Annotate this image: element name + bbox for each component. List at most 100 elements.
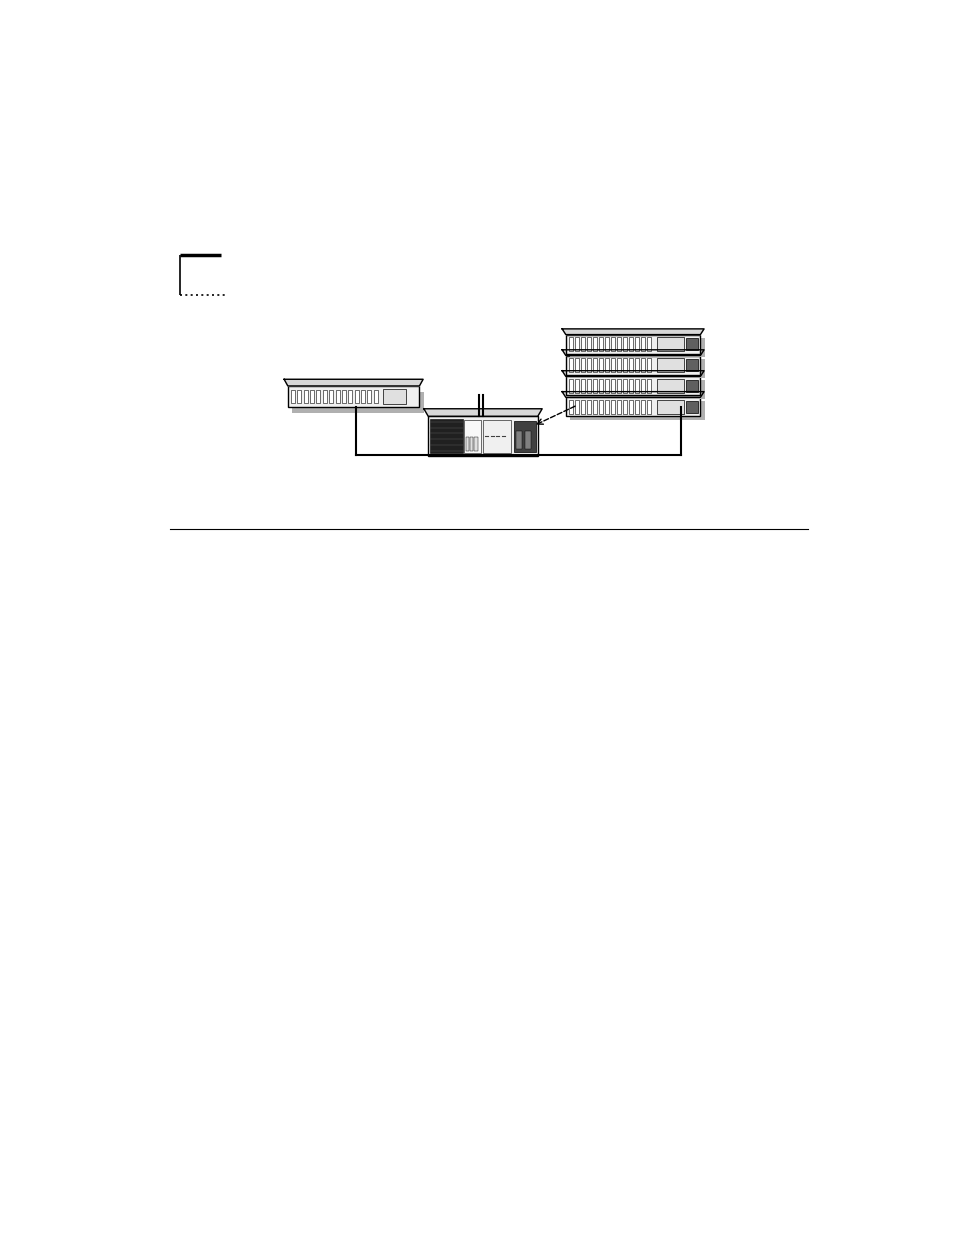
Bar (635, 400, 639, 414)
Bar (629, 400, 633, 414)
Bar (310, 390, 314, 403)
Bar (611, 400, 615, 414)
Bar (482, 420, 511, 452)
Bar (629, 337, 633, 351)
Bar (657, 337, 683, 351)
Bar (575, 358, 578, 372)
Bar (617, 379, 620, 393)
Bar (580, 379, 584, 393)
Bar (465, 437, 468, 451)
Bar (622, 400, 626, 414)
Bar (464, 420, 480, 452)
Bar (568, 358, 572, 372)
Bar (570, 401, 704, 420)
Bar (568, 400, 572, 414)
Bar (524, 431, 531, 448)
Bar (580, 400, 584, 414)
Bar (292, 391, 423, 412)
Polygon shape (561, 329, 703, 335)
Bar (474, 437, 477, 451)
Bar (598, 379, 602, 393)
Bar (575, 337, 578, 351)
Bar (575, 379, 578, 393)
Bar (598, 358, 602, 372)
Bar (565, 377, 700, 395)
Bar (586, 337, 590, 351)
Bar (635, 358, 639, 372)
Bar (593, 400, 597, 414)
Bar (580, 337, 584, 351)
Bar (647, 400, 651, 414)
Bar (429, 419, 462, 453)
Bar (640, 358, 644, 372)
Bar (617, 337, 620, 351)
Bar (598, 337, 602, 351)
Bar (685, 380, 697, 391)
Bar (640, 379, 644, 393)
Bar (622, 337, 626, 351)
Bar (513, 421, 535, 452)
Bar (428, 416, 537, 456)
Bar (657, 358, 683, 372)
Polygon shape (561, 370, 703, 377)
Bar (657, 379, 683, 393)
Bar (647, 337, 651, 351)
Bar (622, 358, 626, 372)
Bar (611, 337, 615, 351)
Polygon shape (423, 409, 541, 416)
Bar (288, 385, 419, 406)
Bar (604, 379, 608, 393)
Bar (617, 400, 620, 414)
Bar (355, 390, 358, 403)
Bar (640, 400, 644, 414)
Bar (580, 358, 584, 372)
Bar (685, 338, 697, 350)
Bar (617, 358, 620, 372)
Bar (516, 431, 522, 448)
Bar (593, 358, 597, 372)
Bar (629, 379, 633, 393)
Bar (598, 400, 602, 414)
Bar (635, 337, 639, 351)
Bar (586, 379, 590, 393)
Bar (570, 380, 704, 399)
Bar (604, 337, 608, 351)
Bar (640, 337, 644, 351)
Bar (361, 390, 365, 403)
Bar (382, 389, 406, 404)
Bar (335, 390, 339, 403)
Bar (604, 400, 608, 414)
Bar (611, 379, 615, 393)
Bar (586, 400, 590, 414)
Bar (297, 390, 301, 403)
Bar (657, 400, 683, 414)
Bar (348, 390, 352, 403)
Bar (685, 359, 697, 370)
Bar (635, 379, 639, 393)
Bar (322, 390, 326, 403)
Bar (341, 390, 346, 403)
Bar (568, 337, 572, 351)
Bar (629, 358, 633, 372)
Bar (568, 379, 572, 393)
Bar (647, 358, 651, 372)
Bar (565, 335, 700, 353)
Bar (565, 398, 700, 416)
Bar (575, 400, 578, 414)
Bar (291, 390, 294, 403)
Polygon shape (561, 350, 703, 356)
Bar (470, 437, 473, 451)
Bar (565, 356, 700, 374)
Bar (593, 337, 597, 351)
Bar (685, 401, 697, 412)
Bar (570, 338, 704, 357)
Bar (303, 390, 307, 403)
Bar (611, 358, 615, 372)
Bar (647, 379, 651, 393)
Bar (374, 390, 377, 403)
Bar (367, 390, 371, 403)
Polygon shape (284, 379, 423, 385)
Bar (329, 390, 333, 403)
Polygon shape (561, 391, 703, 398)
Bar (593, 379, 597, 393)
